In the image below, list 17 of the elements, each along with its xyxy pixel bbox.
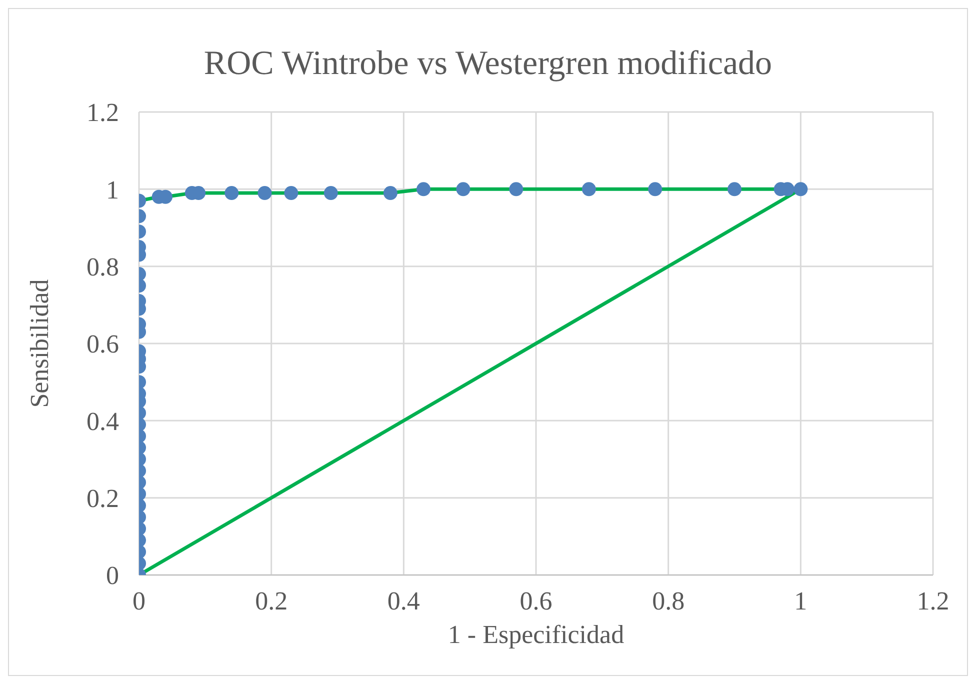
x-tick-label: 0.4 <box>387 586 420 616</box>
x-tick-label: 1 <box>794 586 808 616</box>
y-tick-label: 0.4 <box>86 406 119 436</box>
y-axis-title: Sensibilidad <box>25 279 54 408</box>
y-tick-label: 1.2 <box>86 98 119 128</box>
x-tick-label: 0.8 <box>652 586 685 616</box>
x-axis-title: 1 - Especificidad <box>448 620 624 649</box>
x-tick-label: 0.2 <box>255 586 288 616</box>
x-tick-label: 0 <box>132 586 146 616</box>
y-tick-label: 0 <box>106 561 119 590</box>
y-tick-label: 0.6 <box>86 330 119 359</box>
chart-title: ROC Wintrobe vs Westergren modificado <box>202 45 774 83</box>
y-tick-label: 0.2 <box>86 484 119 514</box>
x-tick-label: 0.6 <box>520 586 552 616</box>
y-tick-label: 1 <box>106 175 119 204</box>
y-tick-label: 0.8 <box>86 252 119 282</box>
x-tick-label: 1.2 <box>916 586 950 616</box>
